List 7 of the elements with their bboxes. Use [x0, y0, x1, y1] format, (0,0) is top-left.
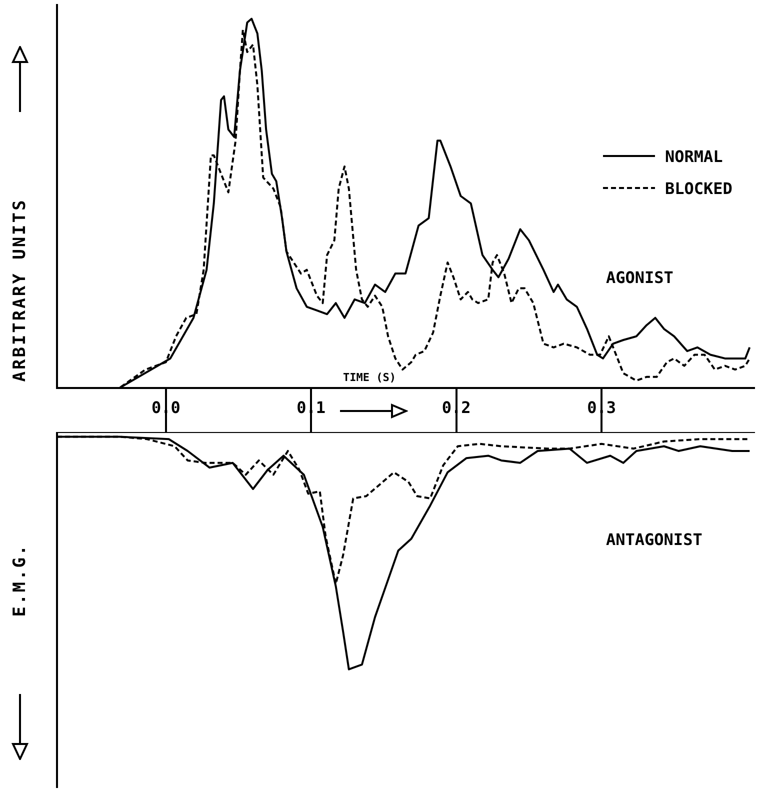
- y-axis-title: E.M.G.: [10, 543, 30, 617]
- legend-label: NORMAL: [665, 146, 723, 166]
- y-axis-title: ARBITRARY UNITS: [10, 198, 30, 382]
- legend-label: BLOCKED: [665, 178, 732, 198]
- annotation: ANTAGONIST: [606, 530, 702, 549]
- x-axis-title: TIME (S): [343, 371, 396, 384]
- annotation: AGONIST: [606, 268, 674, 287]
